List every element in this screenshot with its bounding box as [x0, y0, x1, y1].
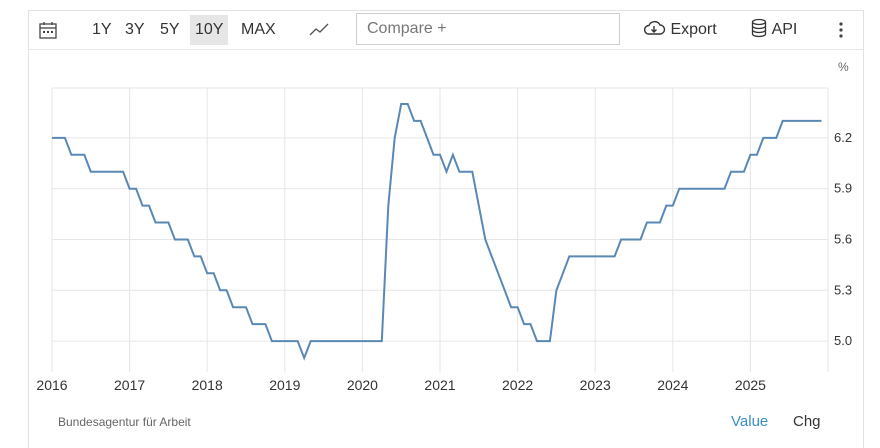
- calendar-icon-svg: [39, 22, 57, 39]
- chart-frame: [28, 10, 864, 448]
- range-3y-button[interactable]: 3Y: [125, 21, 145, 38]
- kebab-menu-icon: [839, 22, 843, 38]
- export-label: Export: [670, 21, 717, 38]
- api-button[interactable]: API: [750, 15, 797, 45]
- range-1y-button[interactable]: 1Y: [92, 21, 112, 38]
- chart-type-icon[interactable]: [308, 15, 330, 45]
- more-options-button[interactable]: [838, 15, 844, 45]
- range-5y-button[interactable]: 5Y: [160, 21, 180, 38]
- trend-line-icon: [309, 23, 329, 36]
- unit-label: %: [838, 60, 849, 74]
- calendar-icon[interactable]: [38, 15, 58, 45]
- cloud-download-icon: [643, 20, 666, 35]
- value-tab[interactable]: Value: [731, 413, 769, 430]
- range-max-button[interactable]: MAX: [241, 21, 276, 38]
- compare-input[interactable]: [356, 13, 620, 45]
- toolbar: 1Y 3Y 5Y 10Y MAX Export API: [28, 10, 864, 50]
- api-label: API: [771, 21, 798, 38]
- range-10y-button[interactable]: 10Y: [190, 15, 229, 45]
- chg-tab[interactable]: Chg: [793, 413, 821, 430]
- export-button[interactable]: Export: [642, 15, 717, 45]
- source-label: Bundesagentur für Arbeit: [58, 415, 191, 429]
- database-icon: [751, 18, 767, 38]
